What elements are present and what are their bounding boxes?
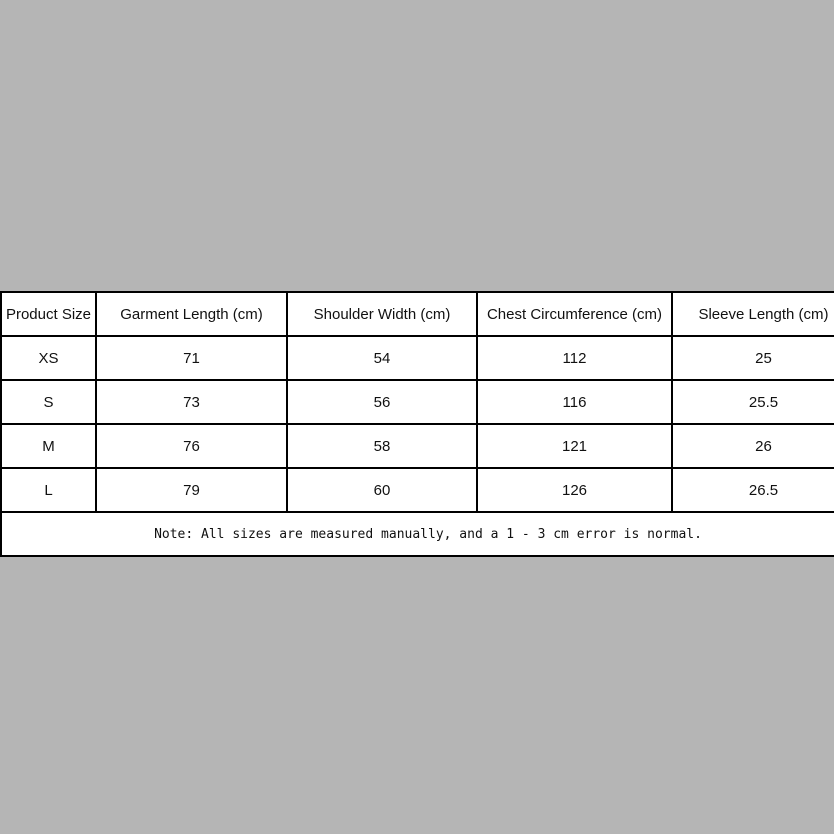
column-header-chest-circumference: Chest Circumference (cm) [476,291,673,337]
cell-garment-length: 73 [95,379,288,425]
cell-chest-circumference: 116 [476,379,673,425]
cell-shoulder-width: 60 [286,467,478,513]
cell-sleeve-length: 26 [671,423,834,469]
cell-sleeve-length: 26.5 [671,467,834,513]
column-header-product-size: Product Size [0,291,97,337]
cell-size-label: S [0,379,97,425]
measurement-note-text: Note: All sizes are measured manually, a… [0,511,834,557]
column-header-garment-length: Garment Length (cm) [95,291,288,337]
cell-chest-circumference: 112 [476,335,673,381]
column-header-shoulder-width: Shoulder Width (cm) [286,291,478,337]
cell-shoulder-width: 58 [286,423,478,469]
cell-shoulder-width: 56 [286,379,478,425]
column-header-sleeve-length: Sleeve Length (cm) [671,291,834,337]
cell-size-label: XS [0,335,97,381]
cell-chest-circumference: 126 [476,467,673,513]
table-row-s: S 73 56 116 25.5 [0,379,834,425]
table-row-m: M 76 58 121 26 [0,423,834,469]
cell-size-label: L [0,467,97,513]
table-header-row: Product Size Garment Length (cm) Shoulde… [0,291,834,337]
cell-chest-circumference: 121 [476,423,673,469]
size-chart-table: Product Size Garment Length (cm) Shoulde… [0,291,834,557]
cell-shoulder-width: 54 [286,335,478,381]
cell-size-label: M [0,423,97,469]
cell-garment-length: 76 [95,423,288,469]
cell-sleeve-length: 25 [671,335,834,381]
table-row-l: L 79 60 126 26.5 [0,467,834,513]
cell-garment-length: 71 [95,335,288,381]
cell-garment-length: 79 [95,467,288,513]
cell-sleeve-length: 25.5 [671,379,834,425]
note-row: Note: All sizes are measured manually, a… [0,511,834,557]
table-row-xs: XS 71 54 112 25 [0,335,834,381]
